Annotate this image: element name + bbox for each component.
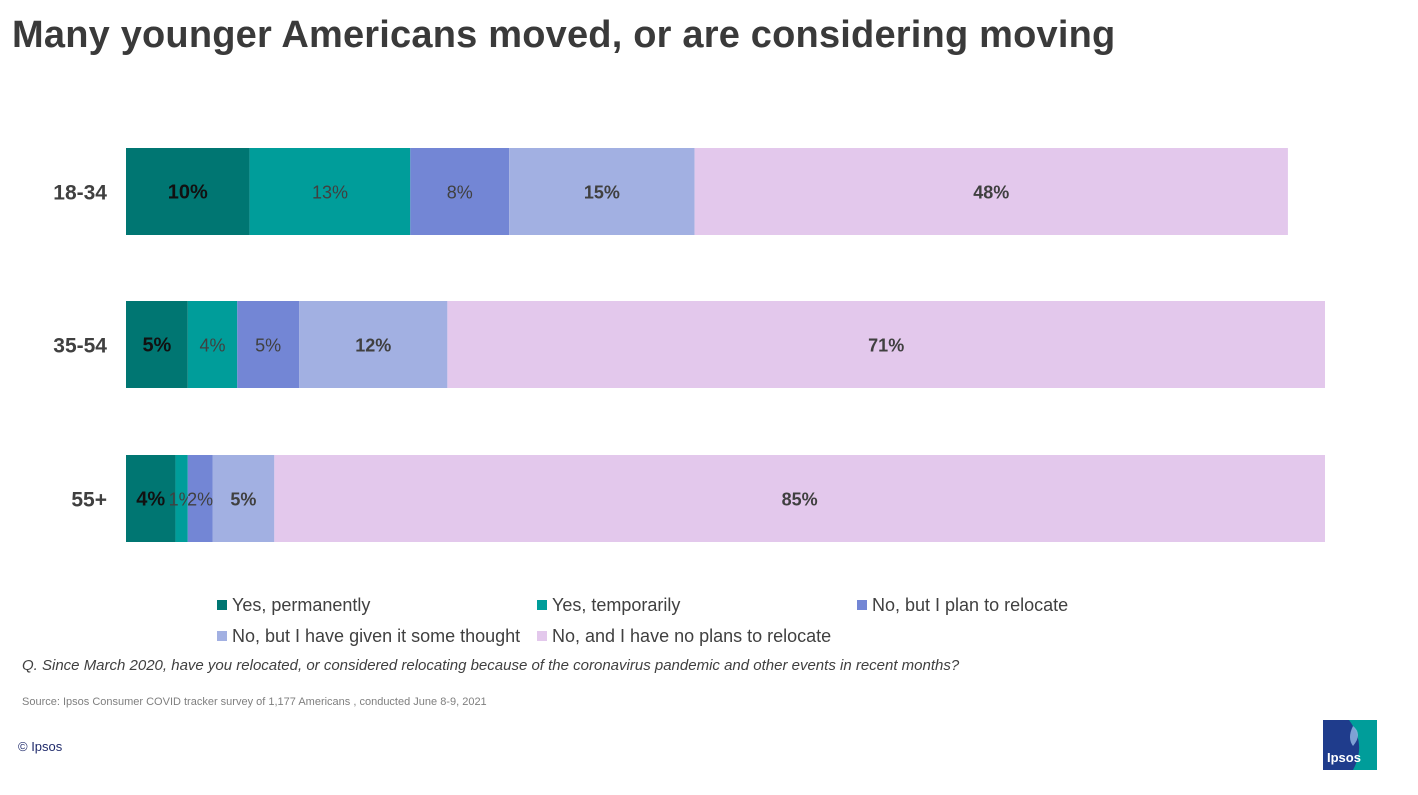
legend-item: Yes, temporarily (537, 595, 680, 616)
data-label: 5% (255, 336, 281, 356)
data-label: 5% (142, 335, 171, 357)
source-note: Source: Ipsos Consumer COVID tracker sur… (22, 696, 487, 708)
category-label-55+: 55+ (71, 489, 107, 512)
data-label: 4% (200, 336, 226, 356)
data-label: 5% (230, 490, 256, 510)
bar-segment (175, 455, 188, 542)
bar-segment (694, 148, 1288, 235)
legend-swatch (217, 631, 227, 641)
data-label: 48% (973, 183, 1009, 203)
data-label: 15% (584, 183, 620, 203)
bar-segment (187, 301, 238, 388)
data-label: 8% (447, 183, 473, 203)
category-label-18-34: 18-34 (53, 182, 107, 205)
chart-title: Many younger Americans moved, or are con… (12, 14, 1116, 56)
data-label: 71% (868, 336, 904, 356)
bar-segment (299, 301, 448, 388)
bar-segment (509, 148, 695, 235)
bar-segment (237, 301, 300, 388)
bar-segment (212, 455, 275, 542)
legend-label: No, but I plan to relocate (872, 595, 1069, 615)
legend-item: Yes, permanently (217, 595, 370, 616)
bar-segment (126, 455, 176, 542)
legend-swatch (537, 631, 547, 641)
bar-segment (126, 148, 250, 235)
logo-text: Ipsos (1327, 750, 1361, 765)
bar-segment (126, 301, 188, 388)
legend-item: No, and I have no plans to relocate (537, 626, 831, 647)
bar-segment (447, 301, 1325, 388)
legend-label: No, and I have no plans to relocate (552, 626, 832, 646)
legend-label: No, but I have given it some thought (232, 626, 521, 646)
legend-swatch (857, 600, 867, 610)
survey-question: Q. Since March 2020, have you relocated,… (22, 657, 960, 674)
bar-segment (187, 455, 213, 542)
legend-label: Yes, temporarily (552, 595, 681, 615)
legend-label: Yes, permanently (232, 595, 371, 615)
data-label: 10% (168, 182, 208, 204)
bar-segment (410, 148, 510, 235)
legend-item: No, but I plan to relocate (857, 595, 1068, 616)
category-label-35-54: 35-54 (53, 335, 107, 358)
bar-segment (249, 148, 411, 235)
ipsos-logo-graphic (1323, 720, 1377, 770)
legend-item: No, but I have given it some thought (217, 626, 520, 647)
legend-swatch (537, 600, 547, 610)
ipsos-logo: Ipsos (1323, 720, 1377, 770)
stacked-bar-chart: 18-34 10% 13% 8% 15% 48% 35-54 5% 4% 5% 12% 71% 55+ 4… (53, 148, 1326, 542)
data-label: 4% (136, 489, 165, 511)
data-label: 12% (355, 336, 391, 356)
legend-swatch (217, 600, 227, 610)
data-label: 13% (312, 183, 348, 203)
bar-segment (274, 455, 1326, 542)
data-label: 2% (187, 490, 213, 510)
data-label: 85% (782, 490, 818, 510)
copyright-notice: © Ipsos (18, 739, 63, 754)
